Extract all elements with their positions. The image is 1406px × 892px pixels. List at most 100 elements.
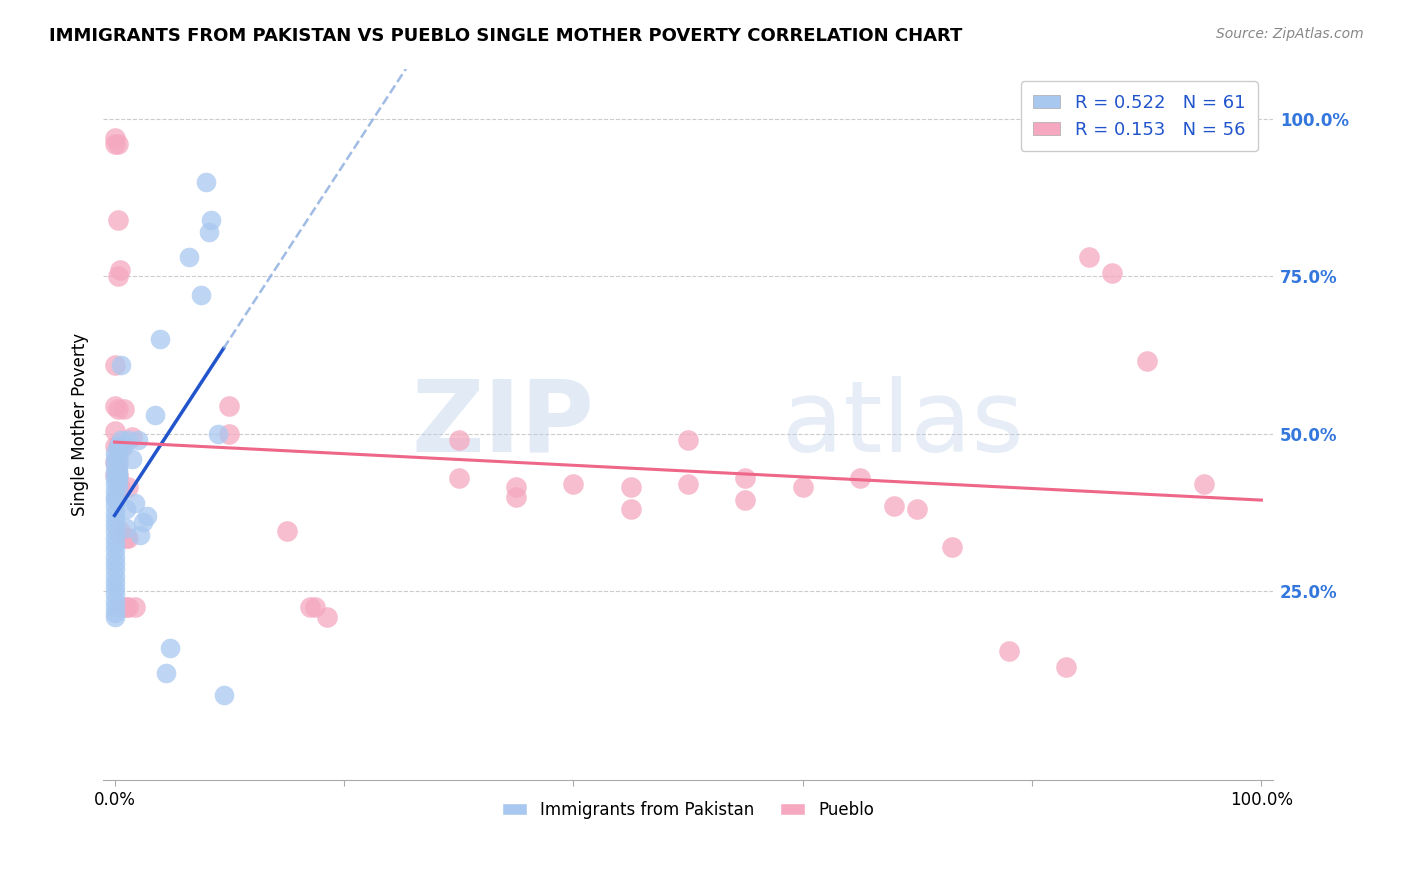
Point <box>104 477 127 491</box>
Point <box>159 640 181 655</box>
Point <box>132 515 155 529</box>
Point <box>107 474 129 488</box>
Point <box>117 480 139 494</box>
Point <box>115 600 138 615</box>
Point <box>107 467 129 482</box>
Point <box>104 358 127 372</box>
Point <box>107 455 129 469</box>
Point <box>107 458 129 473</box>
Point <box>110 524 132 539</box>
Point <box>110 263 132 277</box>
Point <box>104 600 127 615</box>
Point <box>110 480 132 494</box>
Point <box>104 549 127 564</box>
Point <box>104 587 127 601</box>
Point <box>115 502 138 516</box>
Point <box>104 568 127 582</box>
Point <box>1192 477 1215 491</box>
Point <box>117 433 139 447</box>
Point <box>676 433 699 447</box>
Point <box>276 524 298 539</box>
Point <box>1136 354 1159 368</box>
Point <box>104 493 127 508</box>
Point <box>115 521 138 535</box>
Point <box>107 440 129 454</box>
Point <box>734 471 756 485</box>
Point <box>620 480 643 494</box>
Point <box>104 500 127 514</box>
Point <box>135 508 157 523</box>
Point <box>127 433 149 447</box>
Point <box>110 600 132 615</box>
Point <box>110 433 132 447</box>
Point <box>104 452 127 467</box>
Point <box>121 430 143 444</box>
Point <box>104 446 127 460</box>
Point <box>197 225 219 239</box>
Y-axis label: Single Mother Poverty: Single Mother Poverty <box>72 333 89 516</box>
Point <box>107 471 129 485</box>
Point <box>104 483 127 498</box>
Text: ZIP: ZIP <box>412 376 595 473</box>
Point <box>104 537 127 551</box>
Point <box>620 502 643 516</box>
Point <box>112 401 135 416</box>
Point <box>104 490 127 504</box>
Point <box>1101 266 1123 280</box>
Point <box>110 358 132 372</box>
Point <box>104 440 127 454</box>
Point <box>104 574 127 589</box>
Point <box>107 137 129 152</box>
Point <box>179 251 201 265</box>
Point <box>124 600 146 615</box>
Point <box>207 426 229 441</box>
Point <box>104 562 127 576</box>
Point <box>104 506 127 520</box>
Point <box>998 644 1021 658</box>
Point <box>104 399 127 413</box>
Point <box>117 531 139 545</box>
Legend: Immigrants from Pakistan, Pueblo: Immigrants from Pakistan, Pueblo <box>495 794 880 825</box>
Point <box>447 471 470 485</box>
Point <box>941 540 963 554</box>
Point <box>143 408 166 422</box>
Point <box>104 424 127 438</box>
Text: Source: ZipAtlas.com: Source: ZipAtlas.com <box>1216 27 1364 41</box>
Point <box>792 480 814 494</box>
Point <box>104 594 127 608</box>
Point <box>905 502 928 516</box>
Point <box>104 130 127 145</box>
Point <box>104 455 127 469</box>
Point <box>849 471 872 485</box>
Point <box>447 433 470 447</box>
Point <box>734 493 756 508</box>
Point <box>107 269 129 284</box>
Point <box>107 440 129 454</box>
Point <box>505 480 527 494</box>
Point <box>115 531 138 545</box>
Point <box>1054 660 1077 674</box>
Point <box>104 465 127 479</box>
Text: atlas: atlas <box>782 376 1024 473</box>
Point <box>104 524 127 539</box>
Point <box>104 607 127 621</box>
Point <box>304 600 326 615</box>
Point <box>104 556 127 570</box>
Point <box>149 332 172 346</box>
Point <box>200 212 222 227</box>
Point <box>107 461 129 475</box>
Text: IMMIGRANTS FROM PAKISTAN VS PUEBLO SINGLE MOTHER POVERTY CORRELATION CHART: IMMIGRANTS FROM PAKISTAN VS PUEBLO SINGL… <box>49 27 963 45</box>
Point <box>104 467 127 482</box>
Point <box>104 458 127 473</box>
Point <box>128 527 150 541</box>
Point <box>676 477 699 491</box>
Point <box>104 512 127 526</box>
Point <box>110 442 132 457</box>
Point <box>218 399 240 413</box>
Point <box>104 137 127 152</box>
Point <box>104 471 127 485</box>
Point <box>107 467 129 482</box>
Point <box>107 465 129 479</box>
Point <box>104 581 127 595</box>
Point <box>315 609 337 624</box>
